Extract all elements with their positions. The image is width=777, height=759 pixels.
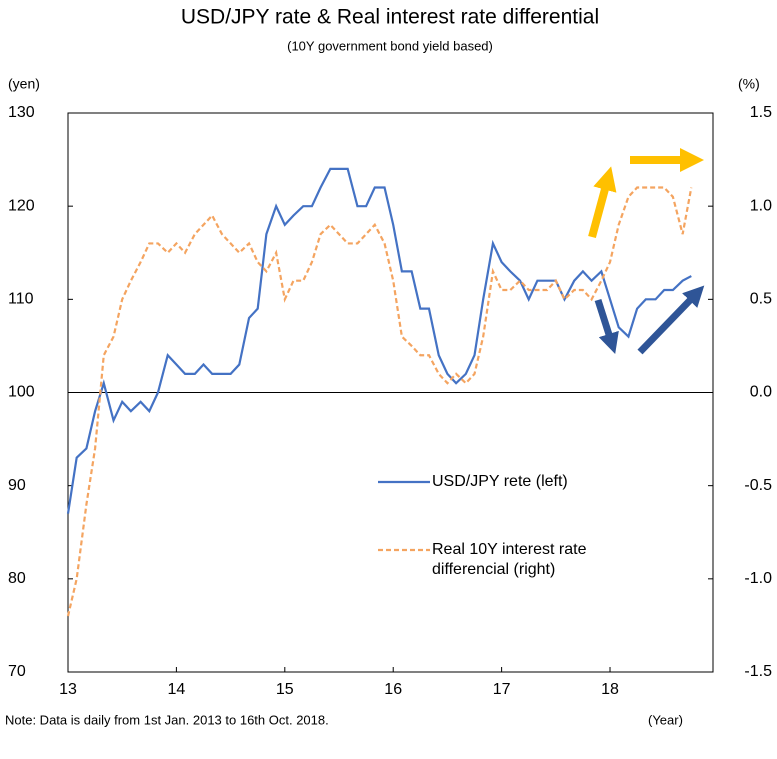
y2-tick-label: 0.0 [750,384,772,401]
legend-label: USD/JPY rete (left) [432,473,568,490]
x-tick-label: 18 [601,681,619,698]
y2-tick-label: 1.5 [750,104,772,121]
y-tick-label: 90 [8,477,26,494]
y-tick-label: 120 [8,197,35,214]
series-line [66,186,693,617]
x-axis-label: (Year) [648,712,683,727]
x-tick-label: 16 [384,681,402,698]
y2-tick-label: 0.5 [750,291,772,308]
chart-subtitle: (10Y government bond yield based) [287,38,493,53]
series-line [66,167,692,514]
y-tick-label: 100 [8,384,35,401]
y-tick-label: 130 [8,104,35,121]
chart-title: USD/JPY rate & Real interest rate differ… [181,6,599,29]
y-axis-label: (yen) [8,76,40,92]
x-tick-label: 15 [276,681,294,698]
y2-axis-label: (%) [738,76,760,92]
arrow [588,166,617,239]
y2-tick-label: -0.5 [744,477,772,494]
x-tick-label: 17 [493,681,511,698]
note: Note: Data is daily from 1st Jan. 2013 t… [5,712,329,727]
y2-tick-label: -1.0 [744,570,772,587]
y2-tick-label: -1.5 [744,663,772,680]
y2-tick-label: 1.0 [750,197,772,214]
y-tick-label: 110 [8,291,34,308]
x-tick-label: 13 [59,681,77,698]
arrow [637,285,705,355]
legend-label: Real 10Y interest rate differencial (rig… [432,541,587,578]
y-tick-label: 70 [8,663,26,680]
arrow [594,298,619,355]
y-tick-label: 80 [8,570,26,587]
x-tick-label: 14 [168,681,186,698]
